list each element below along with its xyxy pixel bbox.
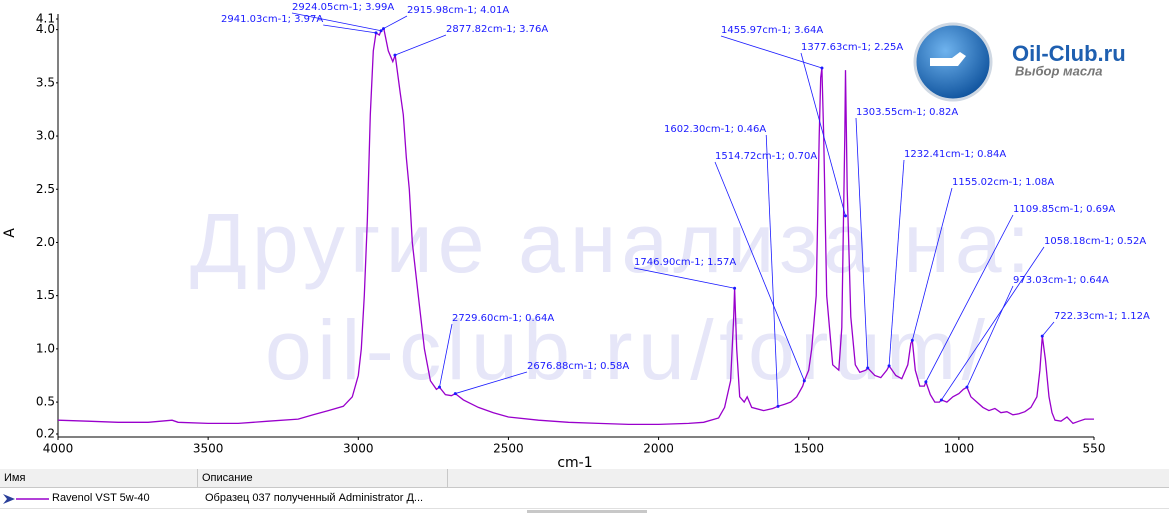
y-tick-label: 1.0 bbox=[36, 341, 55, 355]
annotation-point bbox=[866, 366, 870, 370]
annotation-leader bbox=[720, 35, 823, 69]
legend-row[interactable] bbox=[0, 489, 1169, 509]
annotation-point bbox=[374, 31, 378, 35]
logo-title: Oil-Club.ru bbox=[1012, 41, 1126, 66]
scrollbar[interactable] bbox=[527, 510, 647, 513]
x-tick-label: 3000 bbox=[343, 442, 374, 456]
x-axis-label: cm-1 bbox=[557, 455, 592, 469]
column-header[interactable]: Имя bbox=[0, 469, 198, 488]
annotation-label: 2729.60cm-1; 0.64A bbox=[452, 313, 554, 324]
y-tick-label: 2.0 bbox=[36, 235, 55, 249]
legend-table: Имя Описание Ravenol VST 5w-40 Образец 0… bbox=[0, 469, 1169, 513]
annotation-label: 1232.41cm-1; 0.84A bbox=[904, 149, 1006, 160]
legend-description: Образец 037 полученный Administrator Д..… bbox=[205, 492, 424, 504]
annotation-label: 973.03cm-1; 0.64A bbox=[1013, 275, 1109, 286]
annotation-point bbox=[733, 286, 737, 290]
annotation-label: 1514.72cm-1; 0.70A bbox=[715, 151, 817, 162]
y-tick-label: 0.2 bbox=[36, 427, 55, 441]
column-header-empty bbox=[448, 469, 1169, 488]
annotation-point bbox=[939, 398, 943, 402]
annotation-leader bbox=[291, 12, 382, 32]
annotation-leader bbox=[439, 323, 453, 388]
annotation-leader bbox=[855, 117, 869, 369]
annotation-label: 2924.05cm-1; 3.99A bbox=[292, 2, 394, 13]
annotation-label: 2877.82cm-1; 3.76A bbox=[446, 24, 548, 35]
annotation-leader bbox=[925, 214, 1014, 383]
annotation-leader bbox=[966, 285, 1014, 388]
y-tick-label: 3.0 bbox=[36, 129, 55, 143]
annotation-leader bbox=[888, 159, 905, 366]
y-tick-label: 4.0 bbox=[36, 22, 55, 36]
annotation-label: 722.33cm-1; 1.12A bbox=[1054, 311, 1150, 322]
annotation-point bbox=[820, 66, 824, 70]
x-tick-label: 3500 bbox=[193, 442, 224, 456]
x-tick-label: 2500 bbox=[493, 442, 524, 456]
annotation-label: 2915.98cm-1; 4.01A bbox=[407, 5, 509, 16]
annotation-label: 1455.97cm-1; 3.64A bbox=[721, 25, 823, 36]
annotation-leader bbox=[765, 134, 779, 407]
x-tick-label: 2000 bbox=[643, 442, 674, 456]
annotation-leader bbox=[323, 24, 377, 34]
annotation-label: 1058.18cm-1; 0.52A bbox=[1044, 236, 1146, 247]
annotation-label: 1602.30cm-1; 0.46A bbox=[664, 124, 766, 135]
column-header[interactable]: Описание bbox=[198, 469, 448, 488]
annotation-point bbox=[379, 29, 383, 33]
annotation-leader bbox=[633, 267, 735, 289]
x-tick-label: 1500 bbox=[793, 442, 824, 456]
watermark: oil-club.ru/forum/ bbox=[265, 303, 986, 397]
annotation-point bbox=[1040, 334, 1044, 338]
annotation-label: 2941.03cm-1; 3.97A bbox=[221, 14, 323, 25]
annotation-point bbox=[393, 53, 397, 57]
legend-swatch bbox=[3, 494, 49, 504]
annotation-point bbox=[965, 385, 969, 389]
annotation-leader bbox=[800, 52, 846, 216]
y-tick-label: 1.5 bbox=[36, 288, 55, 302]
annotation-leader bbox=[394, 34, 447, 56]
annotation-point bbox=[776, 404, 780, 408]
annotation-leader bbox=[1041, 321, 1055, 337]
legend-name: Ravenol VST 5w-40 bbox=[52, 492, 150, 504]
x-tick-label: 1000 bbox=[944, 442, 975, 456]
annotation-point bbox=[924, 380, 928, 384]
annotation-label: 1155.02cm-1; 1.08A bbox=[952, 177, 1054, 188]
annotation-leader bbox=[911, 187, 953, 341]
annotation-point bbox=[453, 392, 457, 396]
x-tick-label: 4000 bbox=[43, 442, 74, 456]
y-tick-label: 4.1 bbox=[36, 12, 55, 26]
watermark: Другие анализа на: bbox=[190, 196, 1030, 290]
annotation-point bbox=[802, 379, 806, 383]
logo-subtitle: Выбор масла bbox=[1015, 63, 1102, 78]
annotation-point bbox=[382, 27, 386, 31]
annotation-leader bbox=[455, 371, 528, 394]
y-tick-label: 3.5 bbox=[36, 75, 55, 89]
annotation-label: 1746.90cm-1; 1.57A bbox=[634, 257, 736, 268]
annotation-point bbox=[887, 364, 891, 368]
annotation-label: 2676.88cm-1; 0.58A bbox=[527, 361, 629, 372]
chart: Другие анализа на: oil-club.ru/forum/ Oi… bbox=[2, 2, 1150, 469]
annotation-point bbox=[843, 214, 847, 218]
annotation-label: 1303.55cm-1; 0.82A bbox=[856, 107, 958, 118]
annotation-leader bbox=[941, 246, 1045, 401]
annotation-leader bbox=[714, 161, 805, 381]
annotation-label: 1109.85cm-1; 0.69A bbox=[1013, 204, 1115, 215]
y-tick-label: 0.5 bbox=[36, 395, 55, 409]
y-tick-label: 2.5 bbox=[36, 182, 55, 196]
logo-oilcan bbox=[930, 52, 966, 66]
annotation-leader bbox=[383, 15, 408, 29]
annotation-point bbox=[910, 338, 914, 342]
annotation-label: 1377.63cm-1; 2.25A bbox=[801, 42, 903, 53]
y-axis-label: A bbox=[2, 228, 18, 238]
x-tick-label: 550 bbox=[1083, 442, 1106, 456]
annotation-point bbox=[437, 385, 441, 389]
